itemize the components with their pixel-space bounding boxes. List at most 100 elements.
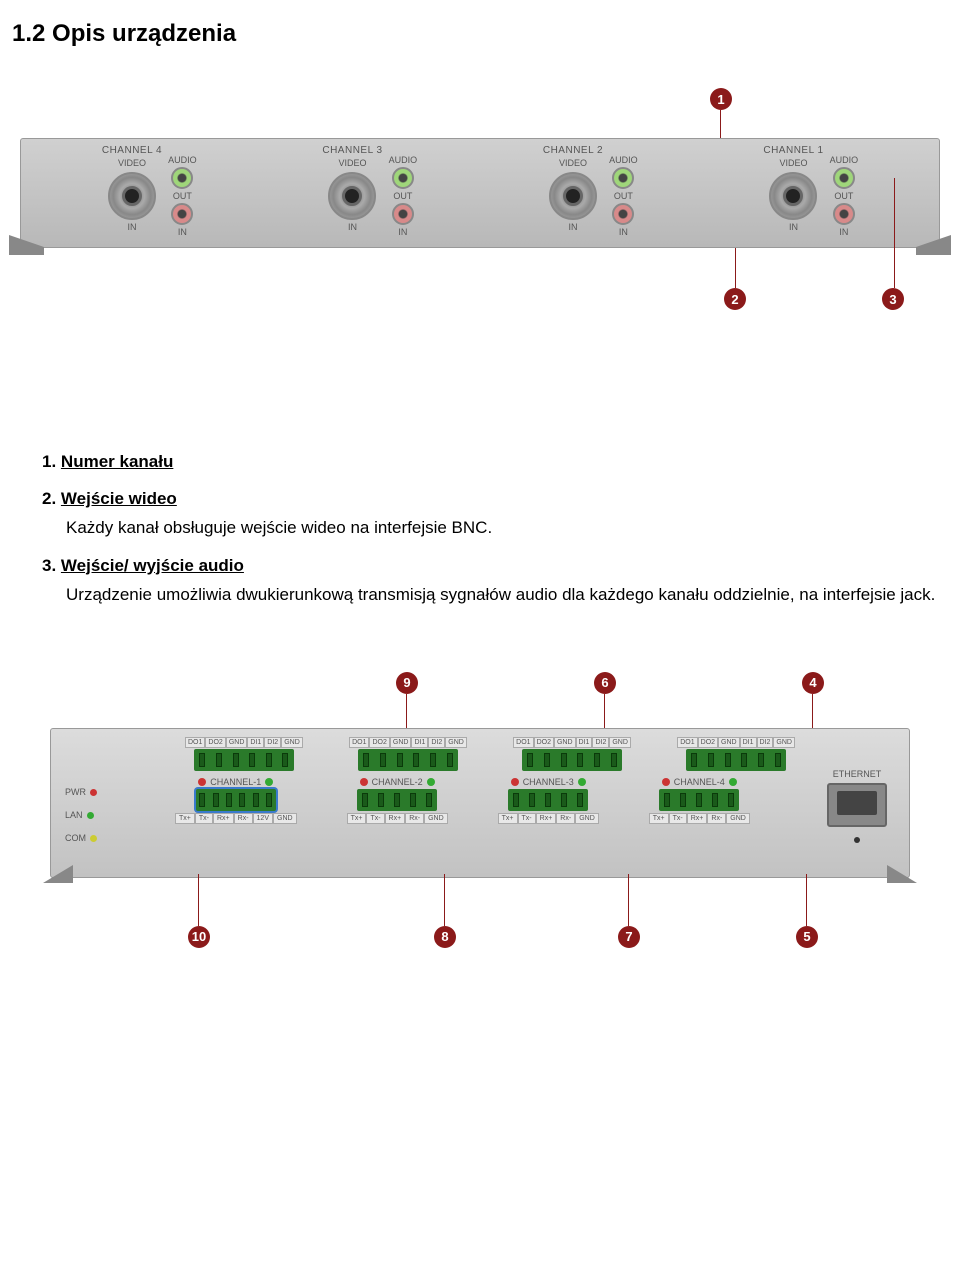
bottom-pin-labels: Tx+Tx-Rx+Rx-GND (649, 813, 750, 824)
mount-foot (887, 865, 917, 883)
callout-line (604, 694, 605, 732)
rear-channel-1: CHANNEL-1 Tx+Tx-Rx+Rx-12VGND (175, 777, 297, 824)
out-label: OUT (834, 191, 853, 201)
list-item: 2. Wejście wideo Każdy kanał obsługuje w… (42, 485, 948, 541)
in-label: IN (789, 222, 798, 232)
out-label: OUT (173, 191, 192, 201)
callout-8: 8 (434, 926, 456, 948)
audio-out-jack-icon (171, 167, 193, 189)
led-icon (198, 778, 206, 786)
callout-1: 1 (710, 88, 732, 110)
item-number: 1. (42, 452, 56, 471)
channel-block-4: CHANNEL 4 VIDEO IN AUDIO OUT IN (102, 145, 197, 241)
out-label: OUT (614, 191, 633, 201)
audio-out-jack-icon (612, 167, 634, 189)
item-number: 2. (42, 489, 56, 508)
video-label: VIDEO (559, 158, 587, 168)
bottom-pin-labels: Tx+Tx-Rx+Rx-GND (498, 813, 599, 824)
item-label: Wejście wideo (61, 489, 177, 508)
in-label: IN (178, 227, 187, 237)
io-block-1: DO1DO2GNDDI1DI2GND (185, 737, 303, 771)
callout-7: 7 (618, 926, 640, 948)
item-text: Każdy kanał obsługuje wejście wideo na i… (66, 514, 948, 541)
terminal-block-icon (357, 789, 437, 811)
page-title: 1.2 Opis urządzenia (12, 20, 948, 48)
pin-labels: DO1DO2GNDDI1DI2GND (185, 737, 303, 748)
io-pin-row: DO1DO2GNDDI1DI2GND DO1DO2GNDDI1DI2GND DO… (65, 737, 895, 771)
io-block-4: DO1DO2GNDDI1DI2GND (677, 737, 795, 771)
item-text: Urządzenie umożliwia dwukierunkową trans… (66, 581, 948, 608)
audio-out-jack-icon (833, 167, 855, 189)
callout-9: 9 (396, 672, 418, 694)
terminal-block-icon (358, 749, 458, 771)
item-label: Numer kanału (61, 452, 173, 471)
mount-foot (9, 235, 44, 255)
callout-3: 3 (882, 288, 904, 310)
led-icon (360, 778, 368, 786)
led-icon (578, 778, 586, 786)
channel-label: CHANNEL 2 (543, 145, 603, 156)
in-label: IN (839, 227, 848, 237)
list-item: 3. Wejście/ wyjście audio Urządzenie umo… (42, 552, 948, 608)
bnc-connector-icon (769, 172, 817, 220)
in-label: IN (398, 227, 407, 237)
terminal-block-icon (194, 749, 294, 771)
video-label: VIDEO (118, 158, 146, 168)
terminal-block-icon (508, 789, 588, 811)
audio-label: AUDIO (389, 155, 418, 165)
callout-6: 6 (594, 672, 616, 694)
led-icon (511, 778, 519, 786)
rj45-port-icon (827, 783, 887, 827)
audio-in-jack-icon (171, 203, 193, 225)
callout-line (735, 248, 736, 288)
pin-labels: DO1DO2GNDDI1DI2GND (349, 737, 467, 748)
callout-line (812, 694, 813, 732)
reset-hole-icon (854, 837, 860, 843)
channel-block-1: CHANNEL 1 VIDEO IN AUDIO OUT IN (763, 145, 858, 241)
terminal-block-icon (686, 749, 786, 771)
rear-channel-3: CHANNEL-3 Tx+Tx-Rx+Rx-GND (498, 777, 599, 824)
channel-name: CHANNEL-2 (372, 777, 423, 787)
pwr-label: PWR (65, 787, 97, 797)
status-led-labels: PWR LAN COM (65, 787, 97, 843)
callout-10: 10 (188, 926, 210, 948)
channel-row: CHANNEL-1 Tx+Tx-Rx+Rx-12VGND CHANNEL-2 T… (65, 777, 895, 824)
audio-label: AUDIO (168, 155, 197, 165)
channel-name: CHANNEL-4 (674, 777, 725, 787)
led-icon (662, 778, 670, 786)
channel-name: CHANNEL-3 (523, 777, 574, 787)
callout-line (198, 874, 199, 926)
bnc-connector-icon (328, 172, 376, 220)
led-icon (265, 778, 273, 786)
callout-4: 4 (802, 672, 824, 694)
bottom-pin-labels: Tx+Tx-Rx+Rx-GND (347, 813, 448, 824)
front-panel-figure: 1 CHANNEL 4 VIDEO IN AUDIO OUT IN CHANNE… (20, 88, 940, 368)
list-item: 1. Numer kanału (42, 448, 948, 475)
video-label: VIDEO (338, 158, 366, 168)
audio-in-jack-icon (833, 203, 855, 225)
ethernet-block: ETHERNET (827, 769, 887, 843)
audio-in-jack-icon (612, 203, 634, 225)
in-label: IN (127, 222, 136, 232)
audio-in-jack-icon (392, 203, 414, 225)
callout-line (444, 874, 445, 926)
terminal-block-icon (522, 749, 622, 771)
rear-panel: PWR LAN COM ETHERNET DO1DO2GNDDI1DI2GND … (50, 728, 910, 878)
in-label: IN (568, 222, 577, 232)
callout-line (806, 874, 807, 926)
video-label: VIDEO (779, 158, 807, 168)
callout-line (628, 874, 629, 926)
bnc-connector-icon (108, 172, 156, 220)
mount-foot (43, 865, 73, 883)
description-list: 1. Numer kanału 2. Wejście wideo Każdy k… (42, 448, 948, 608)
channel-label: CHANNEL 4 (102, 145, 162, 156)
rear-channel-2: CHANNEL-2 Tx+Tx-Rx+Rx-GND (347, 777, 448, 824)
bnc-connector-icon (549, 172, 597, 220)
channel-label: CHANNEL 1 (763, 145, 823, 156)
in-label: IN (619, 227, 628, 237)
audio-label: AUDIO (609, 155, 638, 165)
audio-out-jack-icon (392, 167, 414, 189)
terminal-block-icon (659, 789, 739, 811)
terminal-block-icon (196, 789, 276, 811)
in-label: IN (348, 222, 357, 232)
